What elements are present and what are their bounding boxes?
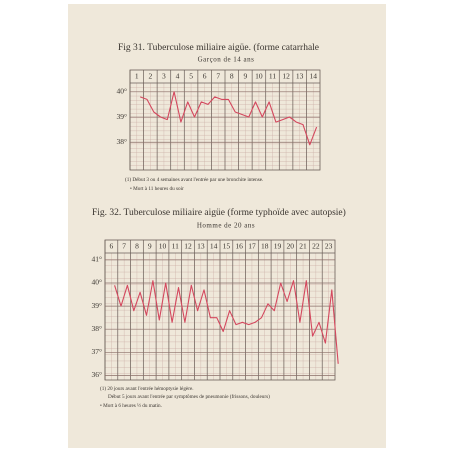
day-label: 1 (135, 72, 139, 81)
note: Début 5 jours avant l'entrée par symptôm… (108, 393, 270, 400)
day-label: 16 (235, 242, 243, 251)
note: (1) Début 3 ou 4 semaines avant l'entrée… (125, 176, 263, 183)
day-label: 23 (325, 242, 333, 251)
note: • Mort à 6 heures ½ du matin. (100, 402, 162, 409)
y-tick-label: 37° (92, 347, 103, 356)
day-label: 2 (148, 72, 152, 81)
day-label: 10 (255, 72, 263, 81)
temperature-line (114, 280, 339, 364)
day-label: 6 (110, 242, 114, 251)
day-label: 14 (309, 72, 317, 81)
note: (1) 20 jours avant l'entrée hémoptysie l… (100, 385, 194, 392)
day-label: 9 (243, 72, 247, 81)
day-label: 7 (216, 72, 220, 81)
chart-title: Fig. 32. Tuberculose miliaire aigüe (for… (92, 207, 346, 218)
day-label: 6 (203, 72, 207, 81)
day-label: 12 (184, 242, 192, 251)
y-tick-label: 40° (117, 87, 128, 96)
day-label: 14 (210, 242, 218, 251)
chart-title: Fig 31. Tuberculose miliaire aigüe. (for… (118, 42, 319, 53)
day-label: 8 (230, 72, 234, 81)
y-tick-label: 40° (92, 278, 103, 287)
day-label: 7 (122, 242, 126, 251)
chart-subtitle: Homme de 20 ans (197, 222, 255, 230)
day-label: 8 (135, 242, 139, 251)
y-tick-label: 36° (92, 370, 103, 379)
chart-subtitle: Garçon de 14 ans (198, 56, 255, 64)
y-tick-label: 38° (117, 137, 128, 146)
note: • Mort à 11 heures du soir (130, 186, 184, 192)
day-label: 19 (274, 242, 282, 251)
day-label: 22 (312, 242, 320, 251)
day-label: 4 (176, 72, 180, 81)
day-label: 11 (172, 242, 179, 251)
day-label: 13 (296, 72, 304, 81)
day-label: 11 (269, 72, 276, 81)
day-label: 21 (299, 242, 307, 251)
day-label: 12 (282, 72, 290, 81)
day-label: 3 (162, 72, 166, 81)
y-tick-label: 41° (92, 255, 103, 264)
day-label: 5 (189, 72, 193, 81)
day-label: 15 (223, 242, 231, 251)
day-label: 17 (248, 242, 256, 251)
y-tick-label: 39° (92, 301, 103, 310)
day-label: 18 (261, 242, 269, 251)
day-label: 10 (159, 242, 167, 251)
y-tick-label: 38° (92, 324, 103, 333)
temperature-line (140, 91, 318, 146)
day-label: 9 (148, 242, 152, 251)
paper (68, 4, 386, 448)
day-label: 13 (197, 242, 205, 251)
day-label: 20 (287, 242, 295, 251)
y-tick-label: 39° (117, 112, 128, 121)
